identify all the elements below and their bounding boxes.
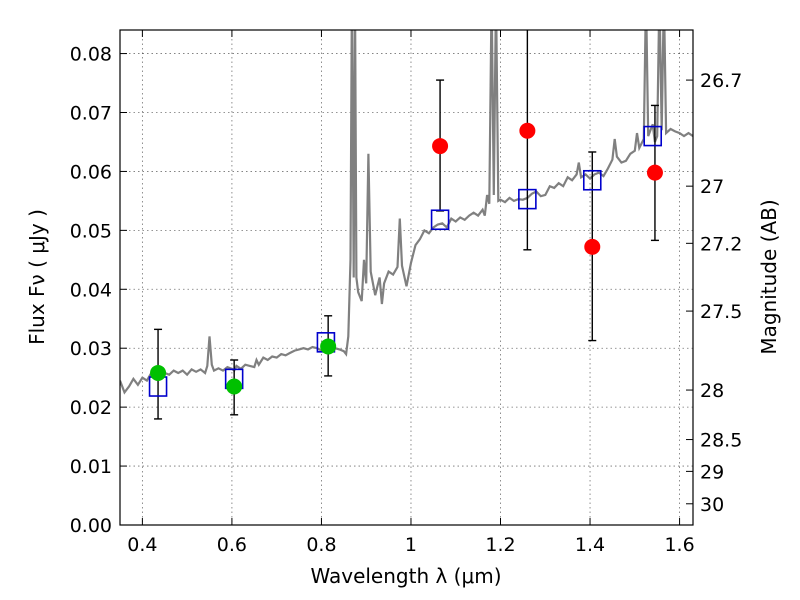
x-tick-label-4: 1.2: [485, 534, 515, 556]
model-box-5: [582, 169, 602, 191]
x-tick-label-6: 1.6: [664, 534, 694, 556]
model-box-4: [518, 188, 537, 210]
y-tick-label-5: 0.05: [70, 220, 112, 242]
y-tick-label-6: 0.06: [70, 161, 112, 183]
grid-lines: [120, 30, 693, 525]
model-box-3: [430, 209, 450, 231]
spectrum-line: [120, 30, 693, 395]
measured-points: [150, 122, 663, 395]
y-axis-ticks: 0.00 0.01 0.02 0.03 0.04 0.05 0.06 0.07 0.08: [70, 44, 127, 537]
y-axis-label: Flux Fν ( μJy ): [25, 209, 49, 345]
x-tick-label-3: 1: [405, 534, 417, 556]
x-tick-label-0: 0.4: [127, 534, 157, 556]
y-tick-label-4: 0.04: [70, 279, 112, 301]
y2-tick-label-5: 28.5: [700, 430, 742, 452]
error-bars: [154, 30, 659, 420]
y2-tick-label-3: 27.5: [700, 301, 742, 323]
y-tick-label-0: 0.00: [70, 515, 112, 537]
model-boxes: [148, 125, 663, 397]
y2-tick-label-1: 27: [700, 176, 724, 198]
y2-axis-ticks: 26.7 27 27.2 27.5 28 28.5 29 30: [686, 70, 742, 516]
flux-point-detection-1: [226, 378, 243, 395]
x-axis-label: Wavelength λ (μm): [310, 564, 501, 588]
plot-frame: [119, 29, 694, 526]
y-tick-label-8: 0.08: [70, 44, 112, 66]
x-axis-ticks: 0.4 0.6 0.8 1 1.2 1.4 1.6: [127, 30, 695, 556]
y-tick-label-7: 0.07: [70, 103, 112, 125]
flux-point-upper-1: [519, 122, 536, 139]
y-tick-label-3: 0.03: [70, 338, 112, 360]
y-tick-label-2: 0.02: [70, 397, 112, 419]
y2-tick-label-7: 30: [700, 494, 724, 516]
y-tick-label-1: 0.01: [70, 456, 112, 478]
y2-tick-label-0: 26.7: [700, 70, 742, 92]
x-tick-label-5: 1.4: [575, 534, 605, 556]
y2-tick-label-6: 29: [700, 461, 724, 483]
flux-point-upper-2: [584, 238, 601, 255]
y2-tick-label-2: 27.2: [700, 233, 742, 255]
flux-point-upper-0: [432, 138, 449, 155]
y2-axis-label: Magnitude (AB): [757, 199, 781, 354]
x-tick-label-2: 0.8: [306, 534, 336, 556]
flux-point-upper-3: [646, 164, 663, 181]
flux-point-detection-2: [320, 338, 337, 355]
model-box-6: [643, 125, 663, 147]
x-tick-label-1: 0.6: [217, 534, 247, 556]
flux-point-detection-0: [150, 364, 167, 381]
y2-tick-label-4: 28: [700, 380, 724, 402]
